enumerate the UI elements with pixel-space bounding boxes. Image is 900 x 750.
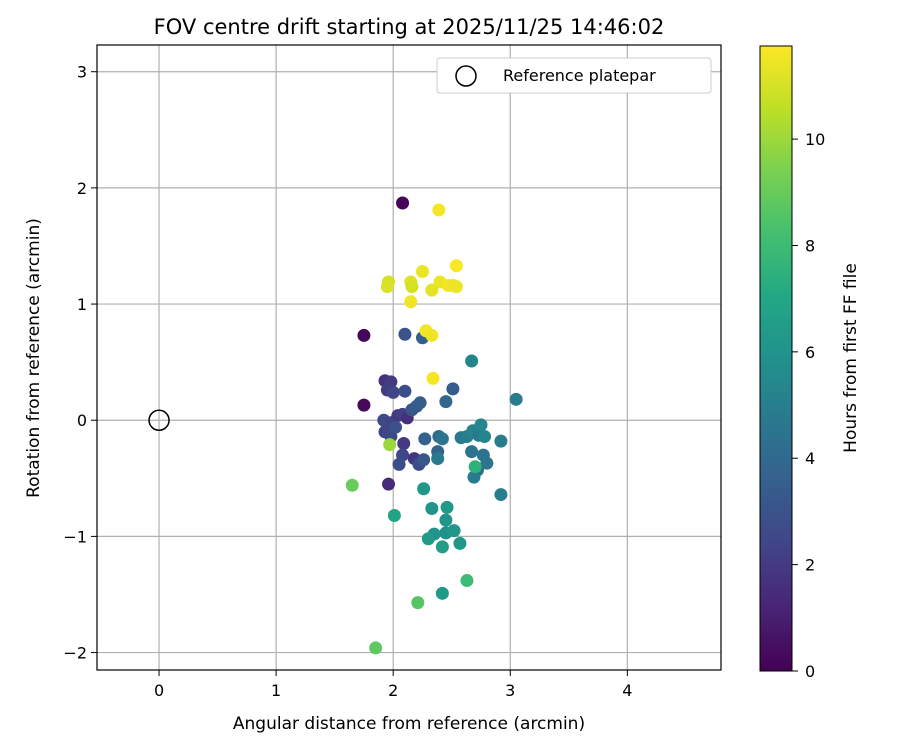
colorbar-tick-label: 2: [805, 556, 815, 575]
data-point: [435, 586, 449, 600]
plot-frame: [96, 44, 722, 671]
data-point: [418, 432, 432, 446]
data-point: [413, 396, 427, 410]
data-point: [357, 398, 371, 412]
data-point: [509, 392, 523, 406]
legend: Reference platepar: [436, 57, 712, 94]
data-point: [447, 524, 461, 538]
data-point: [465, 354, 479, 368]
data-point: [425, 283, 439, 297]
x-axis-label: Angular distance from reference (arcmin): [233, 714, 585, 734]
data-point: [439, 395, 453, 409]
grid: [97, 45, 721, 670]
legend-label: Reference platepar: [503, 66, 656, 85]
data-point: [357, 328, 371, 342]
data-point: [467, 470, 481, 484]
data-point: [417, 453, 431, 467]
y-axis-label: Rotation from reference (arcmin): [24, 218, 44, 498]
data-point: [480, 456, 494, 470]
data-point: [404, 295, 418, 309]
y-axis-ticks: −2 −1 0 1 2 3: [63, 63, 97, 663]
data-point: [398, 384, 412, 398]
data-point: [411, 596, 425, 610]
reference-point: [148, 409, 170, 431]
data-point: [468, 460, 482, 474]
y-tick-label: 0: [77, 411, 87, 430]
data-point: [478, 429, 492, 443]
data-point: [440, 500, 454, 514]
x-tick-label: 3: [505, 681, 515, 700]
colorbar-tick-label: 10: [805, 130, 825, 149]
colorbar-tick-label: 4: [805, 449, 815, 468]
data-point: [425, 328, 439, 342]
data-points: [345, 196, 523, 655]
y-tick-label: −1: [63, 527, 87, 546]
data-point: [421, 532, 435, 546]
data-point: [389, 420, 403, 434]
data-point: [453, 536, 467, 550]
data-point: [431, 452, 445, 466]
data-point: [345, 478, 359, 492]
x-tick-label: 1: [271, 681, 281, 700]
data-point: [396, 196, 410, 210]
legend-marker: [455, 65, 477, 87]
colorbar-tick-label: 8: [805, 236, 815, 255]
y-tick-label: −2: [63, 644, 87, 663]
data-point: [426, 371, 440, 385]
data-point: [425, 502, 439, 516]
data-point: [449, 280, 463, 294]
data-point: [392, 457, 406, 471]
colorbar-ticks: 0 2 4 6 8 10: [792, 130, 825, 681]
colorbar-tick-label: 6: [805, 343, 815, 362]
data-point: [494, 488, 508, 502]
data-point: [397, 436, 411, 450]
x-tick-label: 0: [154, 681, 164, 700]
x-tick-label: 4: [622, 681, 632, 700]
data-point: [383, 438, 397, 452]
data-point: [439, 513, 453, 527]
data-point: [446, 382, 460, 396]
data-point: [405, 280, 419, 294]
data-point: [465, 445, 479, 459]
data-point: [432, 203, 446, 217]
x-axis-ticks: 0 1 2 3 4: [154, 670, 632, 700]
colorbar-gradient: [759, 45, 793, 672]
y-tick-label: 3: [77, 63, 87, 82]
data-point: [369, 641, 383, 655]
data-point: [474, 418, 488, 432]
data-point: [387, 508, 401, 522]
data-point: [435, 432, 449, 446]
legend-box: [436, 57, 712, 94]
data-point: [380, 280, 394, 294]
chart-title: FOV centre drift starting at 2025/11/25 …: [154, 15, 665, 39]
colorbar: 0 2 4 6 8 10 Hours from first FF file: [759, 45, 861, 681]
colorbar-tick-label: 0: [805, 662, 815, 681]
data-point: [417, 482, 431, 496]
data-point: [398, 327, 412, 341]
data-point: [449, 259, 463, 273]
data-point: [415, 265, 429, 279]
data-point: [460, 574, 474, 588]
colorbar-label: Hours from first FF file: [841, 263, 861, 453]
y-tick-label: 2: [77, 179, 87, 198]
y-tick-label: 1: [77, 295, 87, 314]
data-point: [494, 434, 508, 448]
x-tick-label: 2: [388, 681, 398, 700]
data-point: [435, 540, 449, 554]
data-point: [382, 477, 396, 491]
data-point: [386, 385, 400, 399]
